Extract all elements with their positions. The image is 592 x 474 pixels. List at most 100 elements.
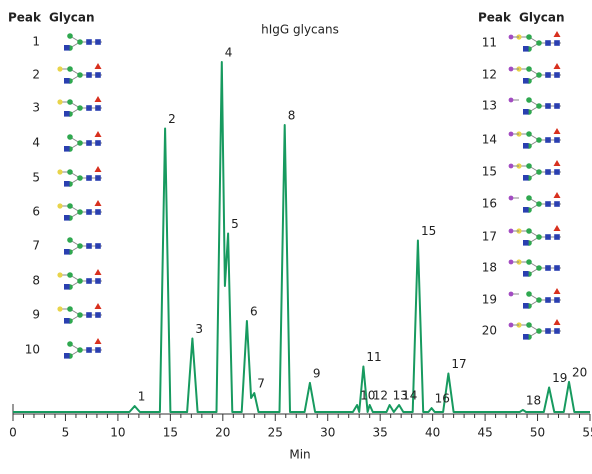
peak-label: 18: [526, 393, 541, 407]
glcnac: [523, 175, 529, 181]
glycan-icon: [508, 63, 561, 84]
glcnac: [86, 347, 92, 353]
glcnac: [64, 318, 70, 324]
glycan-icon: [508, 128, 561, 149]
mannose: [67, 169, 73, 175]
glycan-icon: [508, 160, 561, 181]
mannose: [526, 259, 532, 265]
peak-label: 16: [435, 392, 450, 406]
galactose: [57, 203, 63, 209]
glcnac: [95, 243, 101, 249]
fucose: [553, 192, 561, 198]
sialic-acid: [508, 163, 514, 169]
mannose: [526, 291, 532, 297]
x-tick-label: 5: [62, 426, 70, 440]
glcnac: [554, 328, 560, 334]
glcnac: [95, 312, 101, 318]
mannose: [67, 203, 73, 209]
legend-peak-number: 15: [482, 165, 497, 179]
fucose: [553, 225, 561, 231]
glycan-icon: [508, 31, 561, 52]
peak-label: 13: [393, 389, 408, 403]
glcnac: [523, 207, 529, 213]
glcnac: [86, 243, 92, 249]
mannose: [536, 234, 542, 240]
glcnac: [545, 40, 551, 46]
mannose: [67, 306, 73, 312]
mannose: [526, 228, 532, 234]
glycan-icon: [57, 166, 102, 187]
galactose: [57, 169, 63, 175]
glcnac: [64, 353, 70, 359]
legend-peak-number: 2: [32, 68, 40, 82]
x-tick-label: 10: [110, 426, 125, 440]
glcnac: [545, 297, 551, 303]
mannose: [67, 272, 73, 278]
legend-peak-number: 4: [32, 136, 40, 150]
fucose: [553, 319, 561, 325]
glcnac: [523, 109, 529, 115]
mannose: [536, 328, 542, 334]
glycan-icon: [57, 96, 102, 117]
legend-peak-number: 8: [32, 274, 40, 288]
sialic-acid: [508, 66, 514, 72]
glcnac: [64, 284, 70, 290]
glcnac: [86, 209, 92, 215]
chart-title: hIgG glycans: [261, 23, 339, 37]
peak-label: 6: [250, 305, 258, 319]
mannose: [526, 34, 532, 40]
legend-peak-number: 3: [32, 101, 40, 115]
glcnac: [545, 72, 551, 78]
x-tick-label: 55: [582, 426, 592, 440]
glcnac: [86, 39, 92, 45]
glcnac: [554, 265, 560, 271]
sialic-acid: [508, 322, 514, 328]
mannose: [77, 105, 83, 111]
peak-label: 14: [402, 389, 417, 403]
legend-peak-number: 1: [32, 35, 40, 49]
glycan-icon: [57, 200, 102, 221]
fucose: [553, 160, 561, 166]
glcnac: [523, 143, 529, 149]
legend-peak-number: 9: [32, 308, 40, 322]
sialic-acid: [508, 131, 514, 137]
mannose: [77, 209, 83, 215]
glcnac: [95, 347, 101, 353]
legend-peak-number: 11: [482, 36, 497, 50]
glcnac: [64, 146, 70, 152]
x-tick-label: 40: [425, 426, 440, 440]
legend-peak-number: 19: [482, 293, 497, 307]
glcnac: [95, 278, 101, 284]
glcnac: [64, 181, 70, 187]
glcnac: [523, 303, 529, 309]
mannose: [526, 66, 532, 72]
legend-header: Glycan: [49, 11, 95, 25]
galactose: [57, 272, 63, 278]
glcnac: [95, 140, 101, 146]
legend-peak-number: 16: [482, 197, 497, 211]
glcnac: [545, 103, 551, 109]
peak-label: 12: [373, 389, 388, 403]
x-tick-label: 30: [320, 426, 335, 440]
glcnac: [554, 169, 560, 175]
glycan-icon: [508, 192, 561, 213]
x-tick-label: 25: [268, 426, 283, 440]
glcnac: [86, 140, 92, 146]
legend-peak-number: 20: [482, 324, 497, 338]
glcnac: [545, 328, 551, 334]
glcnac: [86, 312, 92, 318]
peak-label: 8: [288, 109, 296, 123]
mannose: [526, 131, 532, 137]
sialic-acid: [508, 97, 514, 103]
glcnac: [95, 175, 101, 181]
mannose: [77, 140, 83, 146]
glcnac: [554, 137, 560, 143]
mannose: [536, 40, 542, 46]
glycan-icon: [64, 237, 102, 255]
mannose: [526, 163, 532, 169]
glcnac: [554, 234, 560, 240]
glycan-icon: [64, 131, 102, 152]
mannose: [536, 265, 542, 271]
mannose: [67, 33, 73, 39]
